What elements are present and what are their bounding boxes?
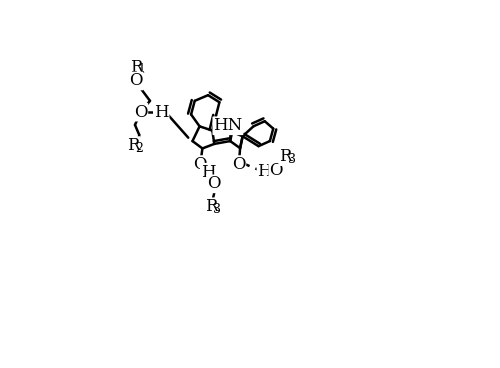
Text: O: O (134, 104, 147, 121)
Text: O: O (207, 176, 220, 192)
Text: O: O (232, 156, 245, 173)
Text: R: R (128, 137, 140, 154)
Text: H: H (201, 164, 216, 181)
Text: 3: 3 (214, 203, 222, 216)
Text: O: O (129, 72, 142, 89)
Text: 2: 2 (136, 142, 143, 155)
Text: O: O (193, 156, 206, 173)
Text: O: O (270, 162, 283, 179)
Text: HN: HN (214, 117, 242, 134)
Text: R: R (279, 148, 291, 165)
Text: R: R (206, 198, 218, 215)
Text: 3: 3 (288, 153, 296, 166)
Text: H: H (258, 163, 272, 180)
Text: H: H (154, 104, 168, 121)
Text: R: R (130, 59, 142, 76)
Text: 1: 1 (138, 63, 145, 75)
